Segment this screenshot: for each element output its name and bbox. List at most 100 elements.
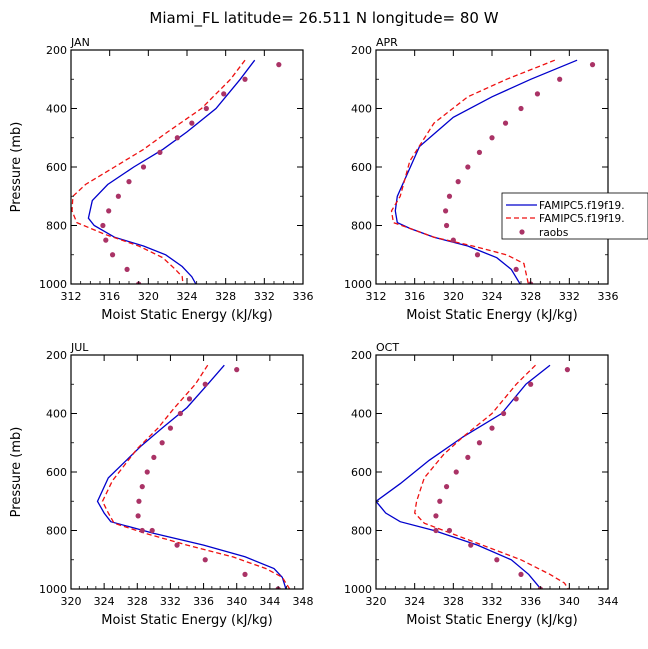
x-tick-label: 332 xyxy=(482,595,503,608)
x-tick-label: 336 xyxy=(293,290,314,303)
y-tick-label: 600 xyxy=(46,466,67,479)
data-point xyxy=(106,208,112,214)
x-tick-label: 344 xyxy=(598,595,619,608)
series-model1 xyxy=(376,364,551,589)
data-point xyxy=(174,542,180,548)
series-obs xyxy=(443,62,596,284)
plot-frame xyxy=(70,49,304,285)
legend: FAMIPC5.f19f19.FAMIPC5.f19f19. raobs xyxy=(501,192,648,240)
data-point xyxy=(151,454,157,460)
data-point xyxy=(203,105,209,112)
panel-label: JUL xyxy=(70,341,89,354)
y-tick-label: 800 xyxy=(351,525,372,538)
x-tick-label: 332 xyxy=(559,290,580,303)
x-tick-label: 344 xyxy=(259,595,280,608)
data-point xyxy=(124,266,130,272)
data-point xyxy=(465,454,471,460)
panel-apr: APR 312 316 320 324 328 332 336 200 400 600 800 1000… xyxy=(344,36,648,323)
data-point xyxy=(468,542,474,548)
data-point xyxy=(157,149,163,155)
x-tick-label: 340 xyxy=(559,595,580,608)
data-point xyxy=(443,222,450,229)
panel-label: JAN xyxy=(70,36,90,49)
data-point xyxy=(177,410,183,417)
x-tick-label: 328 xyxy=(215,290,236,303)
series-line xyxy=(87,59,256,284)
data-point xyxy=(489,135,495,141)
data-point xyxy=(476,440,483,446)
series-model2 xyxy=(414,364,570,589)
panel-label: OCT xyxy=(376,341,399,354)
data-point xyxy=(126,179,132,185)
series-line xyxy=(376,364,551,589)
x-tick-label: 316 xyxy=(404,290,425,303)
y-tick-label: 600 xyxy=(46,161,67,174)
y-axis-label: Pressure (mb) xyxy=(9,122,24,213)
series-line xyxy=(71,59,246,284)
x-tick-label: 324 xyxy=(482,290,503,303)
plot-frame xyxy=(70,354,304,590)
x-tick-label: 312 xyxy=(61,290,82,303)
series-model2 xyxy=(390,59,556,284)
data-point xyxy=(202,381,208,387)
data-point xyxy=(186,396,193,402)
x-tick-label: 328 xyxy=(127,595,148,608)
series-line xyxy=(394,59,578,284)
x-tick-label: 324 xyxy=(177,290,198,303)
data-point xyxy=(474,252,481,258)
x-tick-label: 348 xyxy=(293,595,314,608)
data-point xyxy=(139,484,145,490)
series-model1 xyxy=(87,59,256,284)
x-tick-label: 324 xyxy=(94,595,115,608)
data-point xyxy=(453,469,459,475)
y-axis-label: Pressure (mb) xyxy=(9,427,24,518)
y-tick-label: 1000 xyxy=(344,278,372,291)
x-tick-label: 328 xyxy=(443,595,464,608)
series-line xyxy=(101,364,291,589)
x-axis-label: Moist Static Energy (kJ/kg) xyxy=(101,613,272,628)
panel-label: APR xyxy=(376,36,398,49)
data-point xyxy=(443,484,450,490)
x-tick-label: 320 xyxy=(138,290,159,303)
y-tick-label: 600 xyxy=(351,466,372,479)
data-point xyxy=(476,149,483,155)
series-obs xyxy=(100,62,282,284)
data-point xyxy=(557,76,563,82)
data-point xyxy=(534,91,541,97)
data-point xyxy=(589,62,596,68)
data-point xyxy=(455,179,461,185)
y-tick-label: 400 xyxy=(351,408,372,421)
data-point xyxy=(139,527,145,534)
y-tick-label: 200 xyxy=(46,349,67,362)
y-tick-label: 800 xyxy=(46,525,67,538)
data-point xyxy=(433,527,439,534)
data-point xyxy=(136,498,142,504)
y-tick-label: 800 xyxy=(351,220,372,233)
panel-jul: JUL 320 324 328 332 336 340 344 348 200 400 600 800 1… xyxy=(9,341,314,628)
data-point xyxy=(446,193,453,199)
data-point xyxy=(501,410,507,417)
data-point xyxy=(242,76,248,82)
x-tick-label: 336 xyxy=(193,595,214,608)
data-point xyxy=(513,266,519,272)
data-point xyxy=(159,440,165,446)
data-point xyxy=(433,513,439,519)
panel-oct: OCT 320 324 328 332 336 340 344 200 400 600 800 1000… xyxy=(344,341,619,628)
data-point xyxy=(202,557,208,563)
data-point xyxy=(100,222,106,229)
x-tick-label: 320 xyxy=(61,595,82,608)
data-point xyxy=(502,120,509,126)
x-tick-label: 328 xyxy=(520,290,541,303)
y-tick-label: 400 xyxy=(46,103,67,116)
data-point xyxy=(115,193,121,199)
y-tick-label: 1000 xyxy=(39,278,67,291)
x-tick-label: 332 xyxy=(160,595,181,608)
panels: JAN 312 316 320 324 328 332 336 200 400 600 800 1000… xyxy=(9,36,648,628)
data-point xyxy=(221,91,227,97)
y-tick-label: 200 xyxy=(351,44,372,57)
data-point xyxy=(437,498,443,504)
data-point xyxy=(465,164,471,170)
y-tick-label: 400 xyxy=(351,103,372,116)
series-model1 xyxy=(394,59,578,284)
data-point xyxy=(489,425,495,431)
